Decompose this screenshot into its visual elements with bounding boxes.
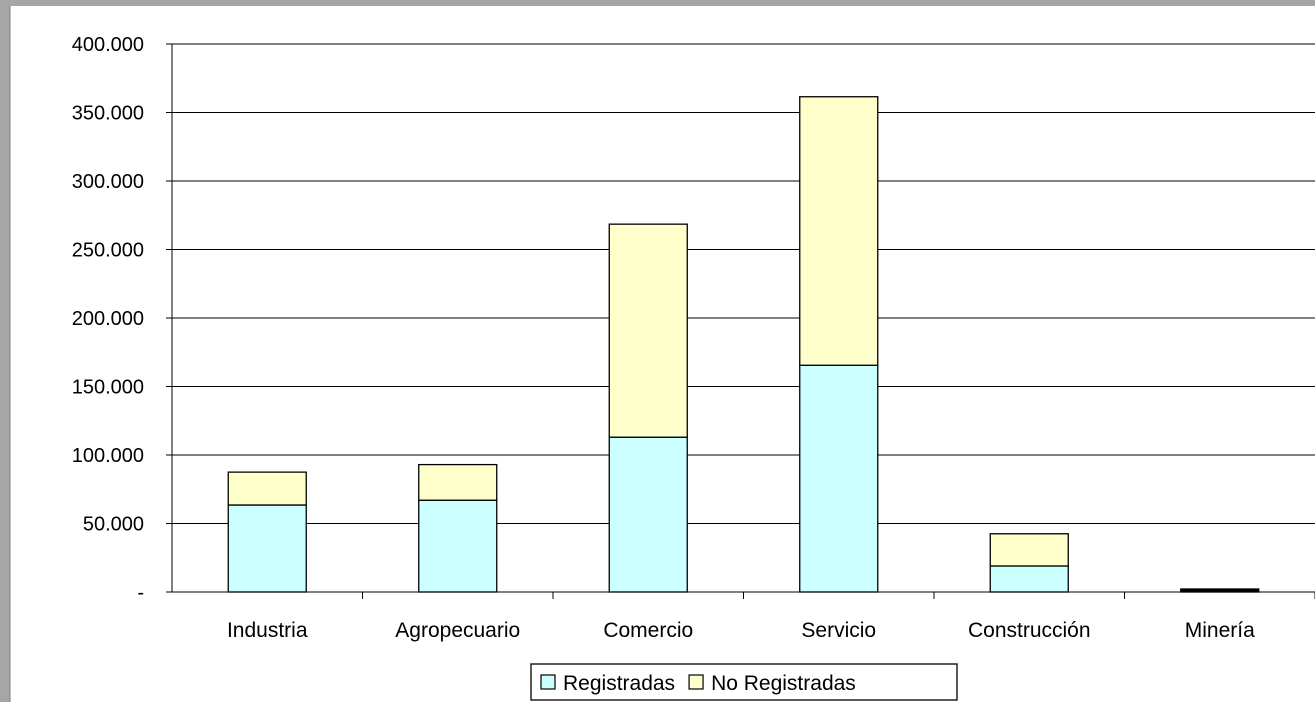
bar-no-registradas	[418, 463, 498, 501]
bar-no-registradas	[799, 96, 879, 366]
legend-swatch	[688, 674, 704, 690]
legend-label: Registradas	[563, 672, 675, 695]
bar-registradas	[227, 504, 307, 593]
legend-box	[530, 663, 958, 701]
bar-no-registradas	[608, 223, 688, 438]
bar-registradas	[989, 565, 1069, 593]
bar-registradas	[799, 364, 879, 593]
x-tick-label: Agropecuario	[395, 619, 520, 642]
bar-registradas	[608, 436, 688, 593]
y-tick-label: 50.000	[83, 514, 144, 536]
y-axis: - 50.000 100.000 150.000 200.000 250.000 300.0…	[72, 34, 173, 604]
x-tick-label: Minería	[1185, 619, 1255, 642]
bars	[227, 96, 1260, 593]
legend: Registradas No Registradas	[530, 663, 958, 701]
x-axis: Industria Agropecuario Comercio Servicio Con…	[166, 591, 1315, 642]
y-tick-label: 400.000	[72, 34, 144, 56]
gridlines	[172, 43, 1315, 524]
bar-registradas	[418, 499, 498, 593]
y-tick-label: 100.000	[72, 445, 144, 467]
y-tick-label: 350.000	[72, 103, 144, 125]
y-tick-label: 200.000	[72, 308, 144, 330]
y-tick-label: 150.000	[72, 377, 144, 399]
legend-label: No Registradas	[711, 672, 856, 695]
bar-no-registradas	[989, 533, 1069, 567]
y-tick-label: -	[137, 582, 144, 604]
x-tick-label: Industria	[227, 619, 308, 642]
legend-swatch	[540, 674, 556, 690]
y-tick-label: 300.000	[72, 171, 144, 193]
y-tick-label: 250.000	[72, 240, 144, 262]
bar-no-registradas	[227, 471, 307, 506]
x-tick-label: Construcción	[968, 619, 1091, 642]
x-tick-label: Comercio	[603, 619, 693, 642]
x-tick-label: Servicio	[801, 619, 876, 642]
